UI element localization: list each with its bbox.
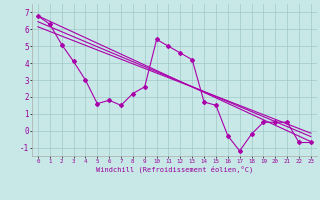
X-axis label: Windchill (Refroidissement éolien,°C): Windchill (Refroidissement éolien,°C) (96, 165, 253, 173)
